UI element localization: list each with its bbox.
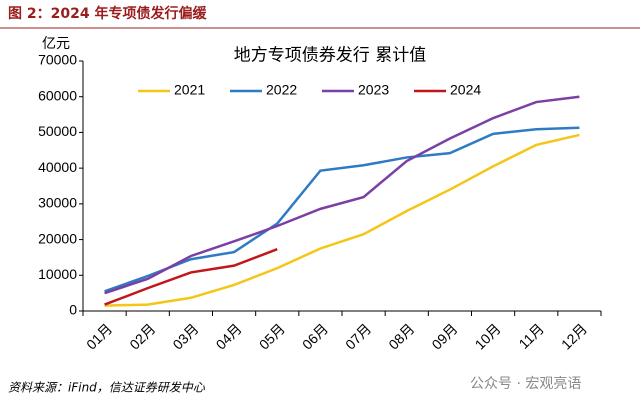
x-tick-label: 12月 <box>558 320 590 352</box>
x-tick-label: 04月 <box>213 320 245 352</box>
x-tick-label: 09月 <box>428 320 460 352</box>
legend-label: 2021 <box>174 82 205 98</box>
x-tick-label: 11月 <box>515 320 546 351</box>
x-tick-label: 01月 <box>83 320 115 352</box>
x-tick-label: 06月 <box>299 320 331 352</box>
series-line <box>104 248 278 306</box>
y-tick-label: 50000 <box>38 123 77 139</box>
x-tick-label: 03月 <box>169 320 201 352</box>
legend-label: 2023 <box>358 82 389 98</box>
x-tick-label: 08月 <box>385 320 417 352</box>
series-line <box>104 126 580 293</box>
y-tick-label: 30000 <box>38 195 77 211</box>
source-note: 资料来源：iFind，信达证券研发中心 <box>8 381 206 395</box>
legend-label: 2022 <box>266 82 297 98</box>
y-tick-label: 10000 <box>38 266 77 282</box>
y-tick-label: 60000 <box>38 87 77 103</box>
figure-header: 图 2：2024 年专项债发行偏缓 <box>8 5 207 22</box>
series-line <box>104 133 580 307</box>
y-tick-label: 70000 <box>38 52 77 68</box>
y-tick-label: 40000 <box>38 159 77 175</box>
watermark: 公众号 · 宏观亮语 <box>470 375 581 392</box>
y-tick-label: 0 <box>69 302 77 318</box>
legend-label: 2024 <box>450 82 481 98</box>
x-tick-label: 07月 <box>342 320 374 352</box>
chart-title: 地方专项债券发行 累计值 <box>234 46 426 66</box>
y-unit: 亿元 <box>42 36 70 52</box>
y-tick-label: 20000 <box>38 230 77 246</box>
series-line <box>104 95 580 295</box>
x-tick-label: 05月 <box>256 320 288 352</box>
x-tick-label: 02月 <box>126 320 158 352</box>
x-tick-label: 10月 <box>472 320 504 352</box>
